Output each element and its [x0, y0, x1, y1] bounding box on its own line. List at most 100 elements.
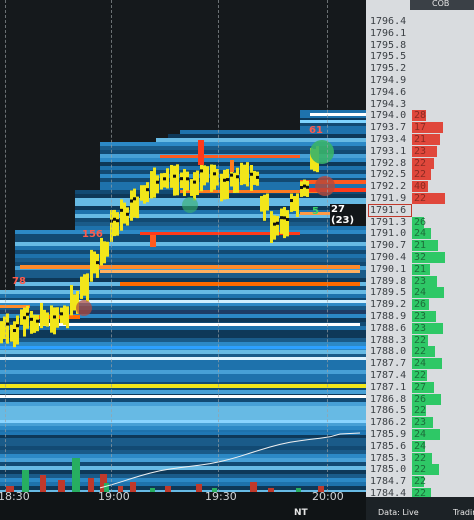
price-bar-gap	[236, 175, 239, 179]
heatmap-band	[0, 342, 366, 346]
price-level[interactable]: 1794.9	[370, 75, 407, 86]
heatmap-band	[0, 306, 366, 310]
heatmap-band	[0, 374, 366, 378]
price-bar-gap	[226, 178, 229, 182]
price-level[interactable]: 1795.8	[370, 39, 407, 51]
price-level[interactable]: 1785.9	[370, 429, 407, 440]
price-level[interactable]: 1789.5	[370, 287, 407, 299]
cob-ask-bar	[412, 193, 445, 204]
volume-bar	[58, 480, 65, 492]
price-bar	[253, 170, 256, 185]
heatmap-band	[0, 402, 366, 406]
price-level[interactable]: 1785.6	[370, 440, 407, 452]
marker-5: 5	[312, 206, 319, 217]
cob-bid-size: 26	[414, 299, 427, 311]
heatmap-band	[180, 130, 366, 134]
price-bar	[230, 168, 233, 187]
price-level[interactable]: 1791.9	[370, 193, 407, 204]
price-bar	[76, 290, 79, 314]
heatmap-band	[15, 238, 366, 242]
price-level[interactable]: 1792.5	[370, 169, 407, 181]
price-bar	[86, 273, 89, 302]
price-level[interactable]: 1792.8	[370, 157, 407, 169]
price-bar	[36, 314, 39, 332]
last-trade-label: 27 (23)	[330, 204, 366, 226]
price-bar	[123, 202, 126, 224]
price-level[interactable]: 1790.4	[370, 252, 407, 263]
price-level[interactable]: 1787.1	[370, 381, 407, 393]
liquidity-stripe	[300, 120, 366, 123]
cob-bid-bar	[412, 252, 445, 263]
cob-bid-bar	[412, 216, 424, 228]
price-bar-gap	[126, 212, 129, 216]
cob-bid-bar	[412, 370, 427, 381]
price-level[interactable]: 1788.9	[370, 311, 407, 322]
price-bar	[136, 196, 139, 219]
price-level[interactable]: 1796.4	[370, 16, 407, 27]
price-bar-gap	[156, 180, 159, 184]
price-level[interactable]: 1796.1	[370, 27, 407, 39]
price-level[interactable]: 1785.3	[370, 452, 407, 464]
price-level[interactable]: 1793.7	[370, 122, 407, 134]
price-level[interactable]: 1791.6	[370, 204, 407, 216]
cob-bid-size: 22	[414, 346, 427, 358]
price-bar-gap	[60, 312, 63, 316]
price-level[interactable]: 1786.5	[370, 405, 407, 417]
price-level[interactable]: 1792.2	[370, 181, 407, 193]
price-level[interactable]: 1789.2	[370, 299, 407, 311]
status-bar	[366, 497, 474, 520]
price-bar	[166, 168, 169, 189]
heatmap-chart[interactable]: 61 5 156 78 27 (23)	[0, 0, 366, 492]
price-bar	[66, 306, 69, 329]
price-level[interactable]: 1785.0	[370, 464, 407, 476]
heatmap-band	[0, 398, 366, 402]
price-level[interactable]: 1784.4	[370, 488, 407, 499]
price-bar-gap	[276, 221, 279, 225]
price-level[interactable]: 1784.7	[370, 476, 407, 488]
price-level[interactable]: 1795.2	[370, 63, 407, 75]
heatmap-canvas: 61 5 156 78	[0, 110, 366, 492]
trading-status[interactable]: Tradin	[453, 508, 474, 517]
price-level[interactable]: 1790.7	[370, 240, 407, 252]
cob-bid-bar	[412, 263, 430, 275]
price-level[interactable]: 1789.8	[370, 275, 407, 287]
price-level[interactable]: 1790.1	[370, 263, 407, 275]
heatmap-band	[0, 290, 366, 294]
price-level[interactable]: 1787.7	[370, 358, 407, 370]
heatmap-band	[0, 438, 366, 442]
cob-ask-size: 28	[414, 110, 427, 122]
liquidity-stripe	[160, 155, 300, 158]
price-bar	[276, 215, 279, 236]
liquidity-stripe	[0, 395, 366, 398]
price-bar-gap	[13, 329, 16, 333]
price-bar	[130, 190, 133, 221]
price-bar-gap	[23, 316, 26, 320]
price-level[interactable]: 1794.6	[370, 86, 407, 98]
heatmap-band	[100, 146, 366, 150]
liquidity-stripe	[120, 282, 360, 286]
price-level[interactable]: 1788.6	[370, 322, 407, 334]
price-bar	[63, 305, 66, 325]
price-level[interactable]: 1795.5	[370, 51, 407, 63]
price-level[interactable]: 1794.0	[370, 110, 407, 122]
heatmap-band	[300, 110, 366, 114]
cob-bid-bar	[412, 275, 437, 287]
price-level[interactable]: 1787.4	[370, 370, 407, 381]
price-level[interactable]: 1786.2	[370, 417, 407, 429]
price-bar	[306, 180, 309, 197]
price-level[interactable]: 1788.3	[370, 334, 407, 346]
price-level[interactable]: 1786.8	[370, 393, 407, 405]
price-level[interactable]: 1793.1	[370, 145, 407, 157]
heatmap-band	[0, 474, 366, 478]
heatmap-band	[100, 150, 366, 154]
price-level[interactable]: 1794.3	[370, 98, 407, 110]
price-level[interactable]: 1791.3	[370, 216, 407, 228]
price-bar-gap	[116, 219, 119, 223]
cob-bid-bar	[412, 476, 424, 488]
volume-bar	[196, 484, 202, 492]
price-level[interactable]: 1791.0	[370, 228, 407, 240]
price-level[interactable]: 1793.4	[370, 134, 407, 145]
heatmap-band	[0, 434, 366, 438]
price-level[interactable]: 1788.0	[370, 346, 407, 358]
cob-bid-bar	[412, 322, 443, 334]
